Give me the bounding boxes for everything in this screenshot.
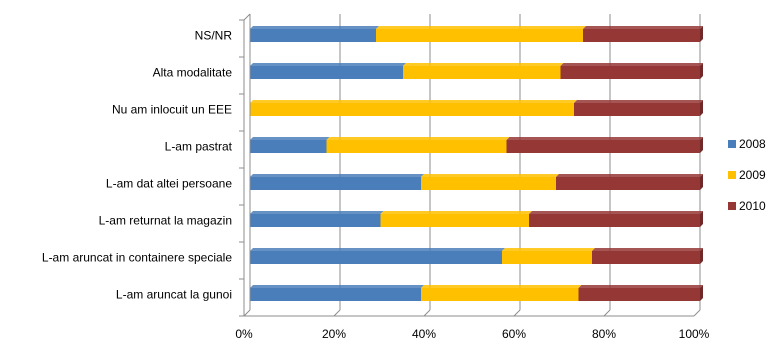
x-tick-label: 0% <box>235 327 253 341</box>
legend-swatch-2008 <box>728 140 736 148</box>
bar-segment-2008 <box>250 29 376 42</box>
bar-end-cap <box>700 100 703 116</box>
floor-gridline <box>693 309 701 317</box>
floor-gridline <box>423 309 431 317</box>
bar-segment-2010 <box>560 66 700 79</box>
bar-segment-2008 <box>250 66 403 79</box>
bar-segment-2009 <box>326 140 507 153</box>
floor-gridline <box>603 309 611 317</box>
bar-end-cap <box>700 174 703 190</box>
legend: 2008 2009 2010 <box>728 137 766 213</box>
bar-segment-2009 <box>403 66 561 79</box>
axes <box>239 13 694 317</box>
wall-top-edge <box>243 13 251 21</box>
x-tick-label: 100% <box>679 327 710 341</box>
bar-segment-2010 <box>574 103 700 116</box>
x-tick-label: 20% <box>322 327 346 341</box>
bar-end-cap <box>700 211 703 227</box>
bar-top-2009 <box>326 137 510 140</box>
floor-gridline <box>333 309 341 317</box>
bar-top-2009 <box>376 26 586 29</box>
bar-top-2010 <box>529 211 703 214</box>
bar-top-2009 <box>421 174 559 177</box>
x-tick-label: 40% <box>412 327 436 341</box>
bar-segment-2010 <box>556 177 700 190</box>
bar-segment-2009 <box>380 214 529 227</box>
bar-top-2008 <box>250 211 384 214</box>
floor-gridline <box>513 309 521 317</box>
bar-top-2010 <box>583 26 703 29</box>
bars <box>250 26 703 301</box>
x-tick-labels: 0% 20% 40% 60% 80% 100% <box>235 327 709 341</box>
bar-top-2010 <box>556 174 703 177</box>
bar-segment-2010 <box>529 214 700 227</box>
legend-label: 2008 <box>739 137 766 151</box>
legend-swatch-2010 <box>728 202 736 210</box>
bar-segment-2008 <box>250 140 327 153</box>
bar-segment-2008 <box>250 251 502 264</box>
x-tick-label: 60% <box>502 327 526 341</box>
bar-top-2009 <box>502 248 595 251</box>
bar-top-2008 <box>250 26 379 29</box>
bar-end-cap <box>700 26 703 42</box>
bar-segment-2008 <box>250 288 421 301</box>
bar-top-2009 <box>403 63 564 66</box>
x-tick-label: 80% <box>592 327 616 341</box>
category-label: L-am dat altei persoane <box>106 177 232 191</box>
bar-end-cap <box>700 63 703 79</box>
bar-segment-2010 <box>578 288 700 301</box>
bar-top-2010 <box>506 137 703 140</box>
bar-top-2009 <box>250 100 577 103</box>
bar-top-2010 <box>578 285 703 288</box>
category-label: Alta modalitate <box>153 66 233 80</box>
bar-segment-2010 <box>592 251 700 264</box>
bar-top-2008 <box>250 285 424 288</box>
legend-label: 2010 <box>739 199 766 213</box>
bar-segment-2010 <box>506 140 700 153</box>
bar-end-cap <box>700 285 703 301</box>
legend-label: 2009 <box>739 168 766 182</box>
bar-top-2008 <box>250 248 505 251</box>
bar-end-cap <box>700 248 703 264</box>
bar-segment-2010 <box>583 29 700 42</box>
category-label: L-am returnat la magazin <box>99 214 232 228</box>
bar-top-2010 <box>574 100 703 103</box>
category-label: NS/NR <box>195 29 233 43</box>
legend-swatch-2009 <box>728 171 736 179</box>
bar-segment-2009 <box>502 251 592 264</box>
gridlines <box>243 14 701 317</box>
bar-top-2008 <box>250 63 406 66</box>
bar-top-2008 <box>250 137 330 140</box>
bar-segment-2009 <box>421 288 579 301</box>
bar-end-cap <box>700 137 703 153</box>
bar-segment-2009 <box>421 177 556 190</box>
bar-segment-2008 <box>250 214 381 227</box>
bar-top-2008 <box>250 174 424 177</box>
category-label: L-am aruncat in containere speciale <box>42 251 232 265</box>
bar-segment-2008 <box>250 177 421 190</box>
bar-top-2009 <box>380 211 532 214</box>
category-label: L-am aruncat la gunoi <box>116 288 232 302</box>
bar-segment-2009 <box>250 103 574 116</box>
category-label: L-am pastrat <box>165 140 233 154</box>
category-labels: L-am aruncat la gunoi L-am aruncat in con… <box>42 29 233 302</box>
category-label: Nu am inlocuit un EEE <box>112 103 232 117</box>
bar-segment-2009 <box>376 29 583 42</box>
bar-top-2009 <box>421 285 582 288</box>
floor-gridline <box>243 309 251 317</box>
bar-top-2010 <box>592 248 703 251</box>
bar-top-2010 <box>560 63 703 66</box>
